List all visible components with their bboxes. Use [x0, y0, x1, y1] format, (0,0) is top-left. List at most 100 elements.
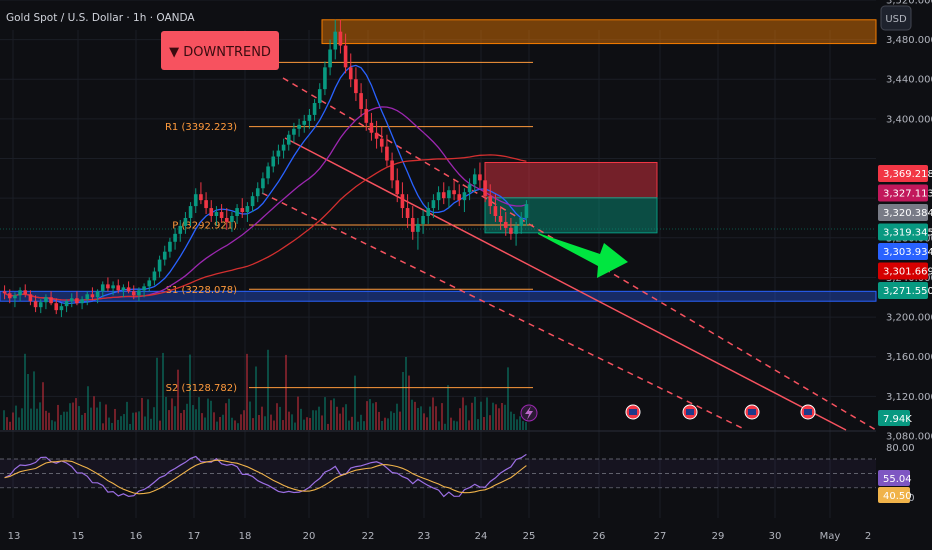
volume-bar — [489, 415, 491, 430]
volume-bar — [252, 418, 254, 430]
volume-bar — [153, 407, 155, 430]
volume-bar — [333, 398, 335, 430]
volume-bar — [486, 397, 488, 430]
volume-bar — [375, 402, 377, 430]
price-tag-bg — [878, 184, 928, 202]
rsi-signal-tag-bg — [878, 487, 910, 503]
price-tag-bg — [878, 204, 928, 221]
y-tick: 3,400.000 — [886, 114, 932, 125]
economic-events[interactable] — [520, 404, 816, 422]
candle-body — [85, 294, 90, 300]
volume-bar — [30, 408, 32, 430]
volume-bar — [45, 410, 47, 430]
price-axis[interactable]: 3,560.0003,520.0003,480.0003,440.0003,40… — [878, 0, 932, 504]
volume-bar — [492, 402, 494, 430]
candle-body — [224, 217, 229, 222]
volume-bar — [303, 419, 305, 430]
volume-bar — [513, 413, 515, 430]
time-axis[interactable]: 13 15 16 17 18 20 22 23 24 25 26 27 29 30 May 2 — [8, 531, 872, 542]
currency-button[interactable]: USD — [885, 14, 907, 25]
volume-bar — [159, 420, 161, 430]
volume-bar — [120, 416, 122, 430]
volume-bar — [114, 408, 116, 430]
volume-bar — [249, 401, 251, 430]
volume-bar — [297, 396, 299, 430]
candle-body — [178, 225, 183, 234]
volume-bar — [69, 403, 71, 430]
candle-body — [266, 166, 270, 179]
downtrend-annotation-box[interactable] — [161, 31, 279, 70]
volume-bar — [501, 402, 503, 430]
volume-bar — [27, 373, 29, 430]
candle-body — [142, 286, 146, 291]
volume-bar — [165, 396, 167, 430]
candle-body — [38, 302, 43, 308]
volume-bar — [309, 417, 311, 430]
candle-body — [255, 188, 260, 197]
volume-bar — [441, 403, 443, 430]
volume-bar — [288, 411, 290, 430]
candle-body — [116, 285, 121, 291]
candle-body — [13, 295, 17, 299]
volume-bar — [12, 412, 14, 430]
price-tag: 3,301.669 — [883, 267, 932, 278]
downtrend-annotation: ▼ DOWNTREND — [169, 45, 271, 60]
currency-button-bg[interactable] — [880, 5, 912, 31]
volume-bar — [213, 412, 215, 430]
volume-bar — [51, 420, 53, 430]
candlesticks — [2, 19, 529, 318]
y-tick: 3,120.000 — [886, 392, 932, 403]
volume-bar — [126, 401, 128, 430]
volume-bar — [180, 413, 182, 430]
volume-bar — [39, 402, 41, 430]
candle-body — [188, 206, 193, 218]
volume-bar — [108, 417, 110, 430]
volume-bar — [456, 421, 458, 430]
rsi-pane — [0, 453, 876, 498]
volume-bar — [9, 421, 11, 430]
ma-slow — [4, 154, 527, 301]
volume-bar — [195, 409, 197, 430]
candle-body — [137, 290, 141, 296]
candle-body — [95, 291, 100, 298]
candle-body — [509, 227, 513, 234]
volume-bar — [66, 411, 68, 430]
volume-bar — [507, 367, 509, 430]
price-tag-bg — [878, 243, 928, 260]
volume-bar — [450, 417, 452, 430]
candle-body — [18, 290, 22, 296]
candle-body — [354, 79, 358, 94]
x-tick: 30 — [769, 531, 782, 542]
volume-bar — [99, 401, 101, 430]
volume-bar — [90, 407, 92, 430]
candle-body — [328, 49, 332, 68]
stop-zone — [484, 161, 658, 199]
volume-bar — [150, 418, 152, 430]
candle-body — [385, 146, 389, 161]
volume-bar — [345, 404, 347, 430]
candle-body — [483, 180, 487, 197]
candle-body — [369, 122, 374, 133]
volume-bar — [216, 421, 218, 430]
volume-bar — [84, 412, 86, 430]
volume-bar — [111, 422, 113, 430]
price-tag-bg — [878, 282, 928, 299]
us-flag-field-3 — [804, 409, 812, 415]
volume-bar — [459, 408, 461, 430]
volume-bar — [318, 406, 320, 430]
volume-bar — [426, 417, 428, 430]
volume-bar — [348, 420, 350, 430]
volume-bar — [384, 417, 386, 430]
volume-bar — [162, 352, 164, 430]
volume-bar — [369, 399, 371, 430]
volume-bar — [432, 397, 434, 430]
candle-body — [75, 298, 79, 304]
candle-body — [126, 287, 131, 292]
volume-bar — [93, 396, 95, 430]
volume-bar — [447, 385, 449, 430]
volume-bar — [402, 371, 404, 430]
x-tick: 18 — [239, 531, 252, 542]
volume-bar — [372, 403, 374, 430]
x-tick: 2 — [865, 531, 871, 542]
